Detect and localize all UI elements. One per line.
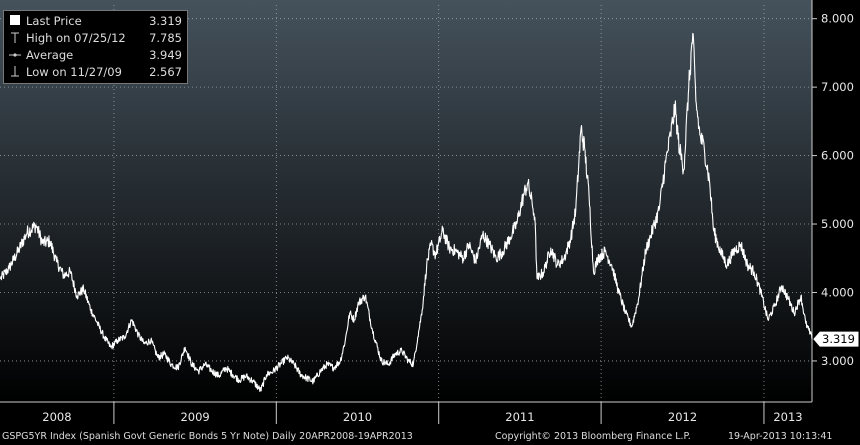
chart-legend: Last Price 3.319 High on 07/25/12 7.785 … [3,10,188,84]
legend-value: 7.785 [149,31,182,45]
footer-index-description: GSPG5YR Index (Spanish Govt Generic Bond… [2,431,413,442]
x-tick-label: 2013 [773,410,802,424]
y-tick-label: 8.000 [821,12,854,26]
series-line-last-price [0,32,813,392]
legend-label: Low on 11/27/09 [26,65,122,79]
footer-timestamp: 19-Apr-2013 10:13:41 [728,431,833,442]
legend-value: 3.949 [149,48,182,62]
high-marker-icon [8,30,22,46]
last-price-tag-label: 3.319 [822,332,855,346]
legend-item-last-price: Last Price 3.319 [8,13,184,29]
chart-footer: GSPG5YR Index (Spanish Govt Generic Bond… [0,430,860,445]
legend-square-icon [8,13,22,29]
x-tick-label: 2011 [505,410,534,424]
footer-copyright: Copyright© 2013 Bloomberg Finance L.P. [495,431,691,442]
y-tick-label: 3.000 [821,354,854,368]
legend-label: Average [26,48,74,62]
y-tick-label: 4.000 [821,285,854,299]
legend-value: 3.319 [149,14,182,28]
legend-label: High on 07/25/12 [26,31,126,45]
legend-item-high: High on 07/25/12 7.785 [8,30,184,46]
y-tick-label: 5.000 [821,217,854,231]
low-marker-icon [8,64,22,80]
legend-label: Last Price [26,14,82,28]
legend-item-low: Low on 11/27/09 2.567 [8,64,184,80]
legend-value: 2.567 [149,65,182,79]
average-line-icon [8,47,22,63]
x-tick-label: 2010 [343,410,372,424]
y-tick-label: 7.000 [821,80,854,94]
y-tick-label: 6.000 [821,149,854,163]
legend-item-average: Average 3.949 [8,47,184,63]
x-tick-label: 2008 [42,410,71,424]
x-tick-label: 2012 [668,410,697,424]
last-price-tag [813,331,859,347]
x-tick-label: 2009 [180,410,209,424]
